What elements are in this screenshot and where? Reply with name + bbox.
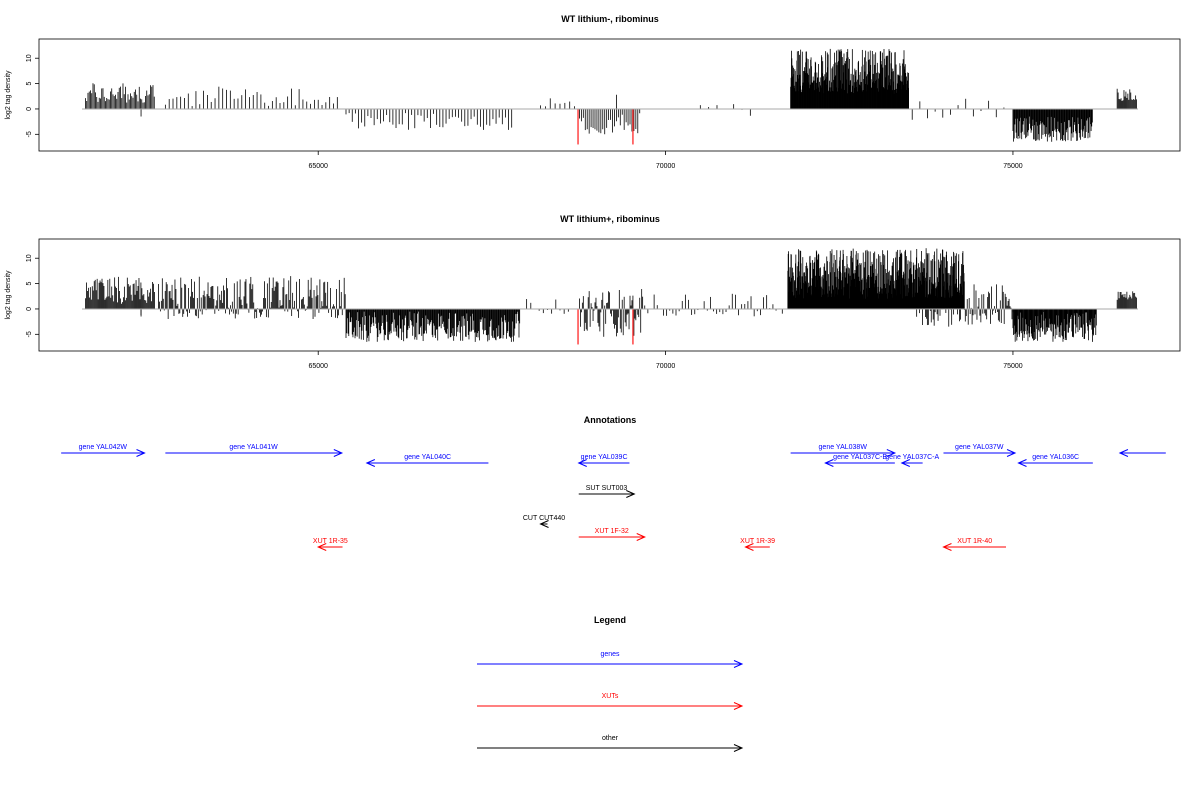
annotation-feature: gene YAL040C — [365, 454, 489, 467]
feature-label: gene YAL040C — [404, 454, 451, 461]
arrow-head — [1017, 459, 1027, 467]
feature-label: gene YAL041W — [229, 444, 278, 451]
feature-label: XUT 1F-32 — [595, 528, 629, 535]
arrow-head — [733, 702, 744, 710]
arrow-head — [1118, 449, 1129, 457]
annotation-feature: gene YAL042W — [61, 444, 146, 457]
y-tick-label: 5 — [26, 282, 33, 286]
feature-label: SUT SUT003 — [586, 485, 628, 492]
arrow-head — [900, 459, 910, 467]
plot-frame — [38, 238, 1181, 352]
legend-items: genes XUTs other — [477, 651, 744, 752]
arrow-head — [136, 449, 146, 457]
feature-label: gene YAL036C — [1032, 454, 1079, 461]
annotation-feature: XUT 1R-40 — [942, 538, 1006, 551]
feature-label: gene YAL038W — [819, 444, 868, 451]
legend-title: Legend — [594, 615, 626, 625]
annotation-feature: gene YAL036C — [1017, 454, 1093, 467]
bar-series — [82, 48, 1138, 145]
x-tick-label: 75000 — [1003, 163, 1023, 170]
feature-label: gene YAL039C — [581, 454, 628, 461]
feature-label: XUT 1R-40 — [957, 538, 992, 545]
annotation-feature: gene YAL038W — [790, 444, 897, 457]
feature-label: gene YAL037C-A — [885, 454, 939, 461]
bar-series — [82, 248, 1138, 345]
annotation-feature: XUT 1F-32 — [578, 528, 646, 541]
annotation-feature: XUT 1R-39 — [740, 538, 775, 551]
annotation-feature: gene YAL039C — [577, 454, 630, 467]
x-tick-label: 65000 — [308, 163, 328, 170]
arrow-head — [886, 449, 897, 457]
y-tick-label: 5 — [26, 82, 33, 86]
y-tick-label: 10 — [26, 254, 33, 262]
feature-label: gene YAL037C-B — [833, 454, 887, 461]
annotation-feature: gene YAL041W — [165, 444, 344, 457]
y-tick-label: 0 — [26, 107, 33, 111]
x-tick-label: 70000 — [656, 363, 676, 370]
arrow-head — [365, 459, 376, 467]
plot-frame — [38, 38, 1181, 152]
legend-label: other — [602, 735, 619, 742]
y-tick-label: -5 — [26, 331, 33, 337]
annotations-panel: Annotations gene YAL042W gene YAL041Wgene… — [61, 415, 1166, 551]
panel-title: WT lithium-, ribominus — [561, 14, 659, 24]
y-axis-label: log2 tag density — [5, 70, 12, 120]
y-tick-label: 10 — [26, 54, 33, 62]
arrow-head — [733, 660, 744, 668]
track-panel-lithium-minus: WT lithium-, ribominus -5 0 5 10 65000 70000 7… — [5, 14, 1181, 170]
annotation-feature: gene YAL037C-B — [824, 454, 895, 467]
arrow-head — [744, 543, 754, 551]
y-tick-label: 0 — [26, 307, 33, 311]
feature-label: XUT 1R-35 — [313, 538, 348, 545]
arrow-head — [316, 543, 327, 551]
annotations-title: Annotations — [584, 415, 637, 425]
axes: -5 0 5 10 65000 70000 75000 — [26, 54, 1023, 170]
annotation-feature: XUT 1R-35 — [313, 538, 348, 551]
legend-item-other: other — [477, 735, 744, 752]
arrow-head — [824, 459, 834, 467]
legend-label: genes — [600, 651, 620, 658]
arrow-head — [577, 459, 587, 467]
x-tick-label: 65000 — [308, 363, 328, 370]
annotation-feature: gene YAL037C-A — [885, 454, 939, 467]
feature-label: gene YAL037W — [955, 444, 1004, 451]
annotation-feature — [1118, 449, 1166, 457]
legend-panel: Legend genes XUTs other — [477, 615, 744, 752]
x-tick-label: 75000 — [1003, 363, 1023, 370]
arrow-head — [942, 543, 952, 551]
arrow-head — [626, 490, 636, 498]
feature-list: gene YAL042W gene YAL041W gene YAL040C gene… — [61, 444, 1166, 551]
legend-item-xuts: XUTs — [477, 693, 744, 710]
track-panel-lithium-plus: WT lithium+, ribominus -5 0 5 10 65000 70000 7… — [5, 214, 1181, 370]
y-tick-label: -5 — [26, 131, 33, 137]
arrow-head — [636, 533, 646, 541]
arrow-head — [1006, 449, 1017, 457]
annotation-feature: gene YAL037W — [943, 444, 1017, 457]
feature-label: gene YAL042W — [79, 444, 128, 451]
arrow-head — [539, 520, 549, 528]
annotation-feature: CUT CUT440 — [523, 515, 565, 528]
y-axis-label: log2 tag density — [5, 270, 12, 320]
axes: -5 0 5 10 65000 70000 75000 — [26, 254, 1023, 370]
x-tick-label: 70000 — [656, 163, 676, 170]
legend-label: XUTs — [602, 693, 619, 700]
arrow-head — [733, 744, 744, 752]
feature-label: XUT 1R-39 — [740, 538, 775, 545]
feature-label: CUT CUT440 — [523, 515, 565, 522]
panel-title: WT lithium+, ribominus — [560, 214, 660, 224]
arrow-head — [333, 449, 344, 457]
legend-item-genes: genes — [477, 651, 744, 668]
annotation-feature: SUT SUT003 — [578, 485, 636, 498]
